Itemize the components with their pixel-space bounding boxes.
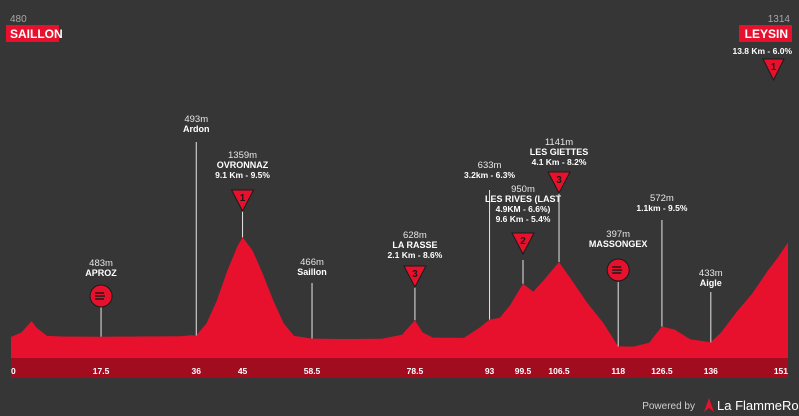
x-tick-label: 58.5 [304,366,321,376]
x-tick-label: 36 [192,366,202,376]
point-altitude: 633m [478,160,502,171]
start-name: SAILLON [10,27,63,41]
point-name: Aigle [700,278,722,288]
point-altitude: 628m [403,230,427,241]
powered-by-label: Powered by [642,401,695,412]
point-name: LES GIETTES [530,147,589,157]
point-altitude: 466m [300,257,324,268]
x-tick-label: 45 [238,366,248,376]
finish-climb-marker: 1 [762,58,785,82]
climb-triangle-icon [511,232,535,256]
sprint-lines [612,266,623,274]
finish-badge [739,25,792,42]
climb-triangle-icon [230,189,255,213]
elevation-profile-area [11,237,788,358]
point-detail-2: 9.6 Km - 5.4% [496,214,551,224]
x-tick-label: 78.5 [407,366,424,376]
point-altitude: 493m [184,114,208,125]
climb-category: 1 [240,193,246,204]
point-detail: 4.1 Km - 8.2% [532,157,587,167]
point-detail: 1.1km - 9.5% [636,203,687,213]
profile-base-band [11,358,788,378]
finish-elevation: 1314 [768,14,791,25]
climb-category-marker: 2 [511,232,535,256]
point-name: Saillon [297,267,327,277]
x-tick-label: 93 [485,366,495,376]
start-elevation: 480 [10,14,27,25]
point-detail: 9.1 Km - 9.5% [215,170,270,180]
x-tick-label: 17.5 [93,366,110,376]
x-tick-label: 126.5 [651,366,673,376]
brand-name: La FlammeRouge [717,398,799,413]
x-tick-label: 151 [774,366,788,376]
climb-category-marker: 1 [230,189,255,213]
flame-logo-icon [704,398,714,412]
x-tick-label: 118 [611,366,625,376]
start-badge [6,25,59,42]
sprint-lines [95,292,106,300]
sprint-icon [89,284,113,308]
sprint-icon [606,258,630,282]
climb-category-marker: 3 [547,171,571,195]
point-altitude: 1141m [545,137,573,148]
point-name: Ardon [183,124,210,134]
point-detail: 4.9KM - 6.6%) [496,204,551,214]
climb-triangle-icon [403,265,427,289]
point-altitude: 483m [89,258,113,269]
climb-category: 3 [412,269,418,280]
point-name: OVRONNAZ [217,160,269,170]
climb-category: 3 [556,175,562,186]
climb-category-marker: 3 [403,265,427,289]
point-altitude: 1359m [228,150,257,161]
point-detail: 2.1 Km - 8.6% [388,250,443,260]
climb-triangle-icon [547,171,571,195]
point-altitude: 433m [699,268,723,279]
climb-category: 2 [520,236,526,247]
point-name: LA RASSE [392,240,437,250]
point-name: MASSONGEX [589,239,648,249]
point-name: LES RIVES (LAST [485,194,562,204]
finish-name: LEYSIN [745,27,788,41]
finish-climb: 13.8 Km - 6.0% [732,46,792,56]
finish-category: 1 [771,62,777,73]
x-tick-label: 99.5 [515,366,532,376]
point-detail: 3.2km - 6.3% [464,170,515,180]
x-tick-label: 136 [704,366,718,376]
point-altitude: 572m [650,193,674,204]
x-tick-label: 106.5 [548,366,570,376]
x-tick-label: 0 [11,366,16,376]
point-altitude: 950m [511,184,535,195]
point-name: APROZ [85,268,117,278]
point-altitude: 397m [606,229,630,240]
